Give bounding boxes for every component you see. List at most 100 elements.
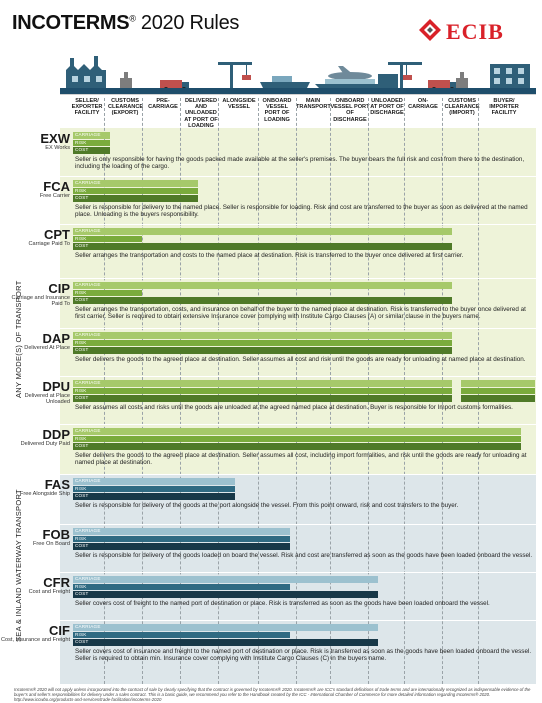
bar-risk: RISK	[73, 339, 452, 346]
term-name: Cost and Freight	[28, 589, 70, 595]
term-name: EX Works	[45, 145, 70, 151]
term-cfr: CFR Cost and Freight	[0, 576, 70, 595]
bar-label: RISK	[75, 435, 87, 441]
bar-risk-segment	[461, 387, 535, 394]
row-separator	[60, 328, 536, 329]
crane-icon-right	[388, 62, 422, 90]
bar-label: RISK	[75, 235, 87, 241]
col-customs-import: CUSTOMS CLEARANCE (IMPORT)	[444, 98, 480, 117]
term-description: Seller assumes all costs and risks until…	[75, 404, 513, 411]
term-code: CIP	[48, 281, 70, 296]
bar-label: CARRIAGE	[75, 228, 101, 233]
row-separator	[60, 572, 536, 573]
bar-carriage: CARRIAGE	[73, 380, 452, 387]
term-exw: EXW EX Works	[0, 132, 70, 151]
col-buyer: BUYER/ IMPORTER FACILITY	[489, 98, 519, 117]
term-code: CFR	[43, 575, 70, 590]
term-fca: FCA Free Carrier	[0, 180, 70, 199]
term-description: Seller delivers the goods to the agreed …	[75, 452, 527, 467]
term-code: FCA	[43, 179, 70, 194]
term-cif: CIF Cost, Insurance and Freight	[0, 624, 70, 643]
row-separator	[60, 278, 536, 279]
customs-icon	[120, 72, 132, 90]
bar-label: RISK	[75, 387, 87, 393]
bar-cost: COST	[73, 543, 291, 550]
bar-label: COST	[75, 443, 89, 448]
bar-label: CARRIAGE	[75, 576, 101, 581]
row-separator	[60, 424, 536, 425]
col-onboard-loading: ONBOARD VESSEL PORT OF LOADING	[262, 98, 292, 123]
bar-cost: COST	[73, 147, 110, 154]
col-delivered-unloaded: DELIVERED AND UNLOADED AT PORT OF LOADIN…	[184, 98, 218, 129]
bar-label: CARRIAGE	[75, 282, 101, 287]
term-name: Free Carrier	[39, 193, 70, 199]
ecib-mark-icon	[419, 19, 441, 41]
term-ddp: DDP Delivered Duty Paid	[0, 428, 70, 447]
term-code: FAS	[44, 477, 70, 492]
label-sea: SEA & INLAND WATERWAY TRANSPORT	[14, 489, 23, 642]
bar-risk: RISK	[73, 583, 291, 590]
bar-label: RISK	[75, 339, 87, 345]
term-description: Seller covers cost of insurance and frei…	[75, 648, 532, 663]
logo-text: ECIB	[446, 19, 504, 44]
bar-carriage: CARRIAGE	[73, 478, 235, 485]
bar-risk: RISK	[73, 235, 143, 242]
bar-cost-segment	[461, 395, 535, 402]
bar-label: RISK	[75, 485, 87, 491]
bar-risk: RISK	[73, 187, 198, 194]
bar-risk: RISK	[73, 631, 291, 638]
bar-label: COST	[75, 395, 89, 400]
term-name: Cost, Insurance and Freight	[0, 637, 70, 643]
bar-label: RISK	[75, 139, 87, 145]
bar-cost: COST	[73, 395, 452, 402]
bar-risk: RISK	[73, 535, 291, 542]
bar-label: RISK	[75, 535, 87, 541]
bar-carriage-segment	[461, 380, 535, 387]
bar-risk: RISK	[73, 485, 235, 492]
term-description: Seller arranges the transportation and c…	[75, 252, 464, 259]
row-separator	[60, 620, 536, 621]
term-description: Seller is responsible for delivery to th…	[75, 204, 528, 219]
bar-label: COST	[75, 195, 89, 200]
footer-disclaimer: Incoterms® 2020 will not apply unless in…	[14, 687, 531, 703]
page-title: INCOTERMS® 2020 Rules	[12, 12, 240, 34]
term-dpu: DPU Delivered at Place Unloaded	[0, 380, 70, 405]
term-name: Free Alongside Ship	[19, 491, 70, 497]
bar-cost: COST	[73, 347, 452, 354]
bar-label: CARRIAGE	[75, 528, 101, 533]
bar-carriage: CARRIAGE	[73, 228, 452, 235]
bar-label: RISK	[75, 289, 87, 295]
term-name: Delivered at Place Unloaded	[24, 393, 70, 406]
col-on-carriage: ON-CARRIAGE	[408, 98, 438, 111]
col-customs-export: CUSTOMS CLEARANCE (EXPORT)	[108, 98, 144, 117]
bar-label: CARRIAGE	[75, 478, 101, 483]
term-code: CPT	[44, 227, 70, 242]
term-description: Seller is responsible for delivery of th…	[75, 502, 459, 509]
bar-carriage: CARRIAGE	[73, 132, 110, 139]
row-separator	[60, 176, 536, 177]
term-name: Carriage and Insurance Paid To	[11, 295, 70, 308]
bar-label: CARRIAGE	[75, 624, 101, 629]
term-code: CIF	[49, 623, 70, 638]
bar-label: COST	[75, 243, 89, 248]
col-main-transport: MAIN TRANSPORT	[296, 98, 331, 111]
factory-icon	[66, 56, 106, 90]
term-code: DDP	[42, 427, 70, 442]
col-pre-carriage: PRE-CARRIAGE	[148, 98, 178, 111]
bar-label: COST	[75, 297, 89, 302]
ground-strip	[60, 88, 536, 94]
column-headers: SELLER/ EXPORTER FACILITY CUSTOMS CLEARA…	[60, 94, 536, 129]
row-separator	[60, 224, 536, 225]
bar-label: CARRIAGE	[75, 332, 101, 337]
bar-label: RISK	[75, 187, 87, 193]
bar-label: COST	[75, 347, 89, 352]
bar-risk: RISK	[73, 387, 452, 394]
bar-label: RISK	[75, 583, 87, 589]
term-cip: CIP Carriage and Insurance Paid To	[0, 282, 70, 307]
bar-label: COST	[75, 543, 89, 548]
term-fob: FOB Free On Board	[0, 528, 70, 547]
bar-label: CARRIAGE	[75, 380, 101, 385]
bar-cost: COST	[73, 443, 522, 450]
bar-carriage: CARRIAGE	[73, 282, 452, 289]
bar-label: CARRIAGE	[75, 132, 101, 137]
